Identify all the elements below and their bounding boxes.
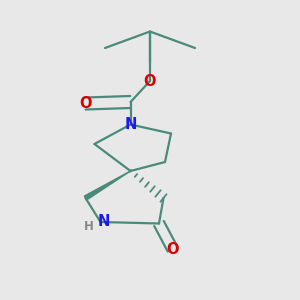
Text: O: O xyxy=(144,74,156,88)
Text: N: N xyxy=(97,214,110,230)
Text: O: O xyxy=(79,96,92,111)
Text: N: N xyxy=(124,117,137,132)
Text: O: O xyxy=(166,242,179,256)
Text: H: H xyxy=(84,220,94,233)
Polygon shape xyxy=(84,171,130,200)
